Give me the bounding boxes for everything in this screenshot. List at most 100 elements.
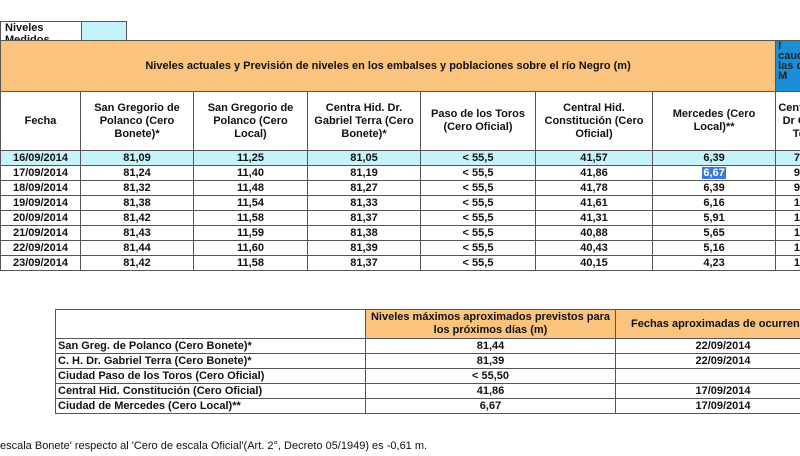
data-row: 22/09/2014 81,44 11,60 81,39 < 55,5 40,43 5,16…	[0, 240, 800, 256]
cell: 41,86	[365, 383, 616, 399]
cell: 11,40	[193, 165, 308, 181]
side-header-line: las c	[778, 60, 800, 72]
cell: 40,88	[535, 225, 653, 241]
cell: 81,37	[307, 210, 421, 226]
cell: 5,16	[651, 240, 777, 256]
side-header-line: caud	[778, 50, 800, 62]
max-levels-table: Niveles máximos aproximados previstos pa…	[55, 309, 800, 414]
cell: < 55,5	[420, 150, 536, 166]
cell: 81,38	[307, 225, 421, 241]
cell: < 55,5	[420, 255, 536, 271]
header-row: Niveles máximos aproximados previstos pa…	[55, 309, 800, 339]
cell: 17/09/2014	[615, 398, 800, 414]
cell: < 55,5	[420, 195, 536, 211]
cell: 147	[775, 225, 800, 241]
cell: 81,32	[80, 180, 194, 196]
cell: 20/09/2014	[0, 210, 81, 226]
data-row: 21/09/2014 81,43 11,59 81,38 < 55,5 40,88 5,65…	[0, 225, 800, 241]
cell: 81,42	[80, 255, 194, 271]
data-row: 18/09/2014 81,32 11,48 81,27 < 55,5 41,78 6,39…	[0, 180, 800, 196]
cell: 17/09/2014	[0, 165, 81, 181]
side-header-line: M	[778, 70, 788, 82]
cell: 17/09/2014	[615, 383, 800, 399]
cell: < 55,5	[420, 210, 536, 226]
column-header: San Gregorio de Polanco (Cero Local)	[193, 91, 308, 151]
title-row: Niveles actuales y Previsión de niveles …	[0, 40, 800, 92]
column-header: Centra Hid. Dr. Gabriel Terra (Cero Bone…	[307, 91, 421, 151]
data-row: Ciudad de Mercedes (Cero Local)** 6,67 17/…	[55, 398, 800, 414]
side-header-line: I	[778, 40, 782, 52]
column-header: San Gregorio de Polanco (Cero Bonete)*	[80, 91, 194, 151]
cell: 81,42	[80, 210, 194, 226]
cell: 23/09/2014	[0, 255, 81, 271]
cell: 5,91	[651, 210, 777, 226]
cell: 40,15	[535, 255, 653, 271]
cell: < 55,5	[420, 180, 536, 196]
cell: < 55,5	[420, 240, 536, 256]
cell: 81,44	[365, 338, 616, 354]
cell: 81,39	[307, 240, 421, 256]
cell: 922	[775, 165, 800, 181]
column-header: Central Hid. Constitución (Cero Oficial)	[535, 91, 653, 151]
cell: < 55,5	[420, 225, 536, 241]
levels-table: Niveles actuales y Previsión de niveles …	[0, 40, 800, 271]
cell: 11,54	[193, 195, 308, 211]
cell: 81,05	[307, 150, 421, 166]
cell: 777	[775, 150, 800, 166]
cell: < 55,5	[420, 165, 536, 181]
cell: 41,86	[535, 165, 653, 181]
data-row: 17/09/2014 81,24 11,40 81,19 < 55,5 41,86 6,67…	[0, 165, 800, 181]
data-row: Ciudad Paso de los Toros (Cero Oficial) <…	[55, 368, 800, 384]
table-title: Niveles actuales y Previsión de niveles …	[0, 40, 777, 92]
cell: < 55,50	[365, 368, 616, 384]
row-label: C. H. Dr. Gabriel Terra (Cero Bonete)*	[55, 353, 366, 369]
footnote: escala Bonete' respecto al 'Cero de esca…	[0, 440, 428, 452]
cell: 41,57	[535, 150, 653, 166]
cell: 21/09/2014	[0, 225, 81, 241]
cell: 6,39	[651, 150, 777, 166]
cell: 81,39	[365, 353, 616, 369]
cell: 81,44	[80, 240, 194, 256]
cell: 11,60	[193, 240, 308, 256]
selected-text: 6,67	[702, 167, 726, 179]
data-row: San Greg. de Polanco (Cero Bonete)* 81,44…	[55, 338, 800, 354]
cell: 6,39	[651, 180, 777, 196]
cell: 41,61	[535, 195, 653, 211]
row-label: Ciudad de Mercedes (Cero Local)**	[55, 398, 366, 414]
cell: 6,67	[651, 165, 777, 181]
cell: 147	[775, 210, 800, 226]
cell: 41,78	[535, 180, 653, 196]
cell: 147	[775, 255, 800, 271]
cell: 11,59	[193, 225, 308, 241]
cell	[615, 368, 800, 384]
cell: 81,37	[307, 255, 421, 271]
cell: 147	[775, 240, 800, 256]
column-header: Centr Hid Dr Gabr Terr	[775, 91, 800, 151]
cell: 81,24	[80, 165, 194, 181]
cell: 40,43	[535, 240, 653, 256]
data-row: C. H. Dr. Gabriel Terra (Cero Bonete)* 81…	[55, 353, 800, 369]
cell: 22/09/2014	[615, 338, 800, 354]
cell: 81,38	[80, 195, 194, 211]
cell: 81,43	[80, 225, 194, 241]
cell: 6,67	[365, 398, 616, 414]
column-header: Paso de los Toros (Cero Oficial)	[420, 91, 536, 151]
cell: 11,58	[193, 210, 308, 226]
cell: 11,48	[193, 180, 308, 196]
cell: 4,23	[651, 255, 777, 271]
row-label: Central Hid. Constitución (Cero Oficial)	[55, 383, 366, 399]
column-header: Fecha	[0, 91, 81, 151]
side-header: Icaudlas cM	[775, 40, 800, 92]
column-header: Niveles máximos aproximados previstos pa…	[365, 309, 616, 339]
cell: 16/09/2014	[0, 150, 81, 166]
cell: 81,19	[307, 165, 421, 181]
cell: 124	[775, 195, 800, 211]
empty-header	[55, 309, 366, 339]
cell: 5,65	[651, 225, 777, 241]
cell: 81,27	[307, 180, 421, 196]
row-label: San Greg. de Polanco (Cero Bonete)*	[55, 338, 366, 354]
data-row: 16/09/2014 81,09 11,25 81,05 < 55,5 41,57 6,39…	[0, 150, 800, 166]
data-row: 23/09/2014 81,42 11,58 81,37 < 55,5 40,15 4,23…	[0, 255, 800, 271]
